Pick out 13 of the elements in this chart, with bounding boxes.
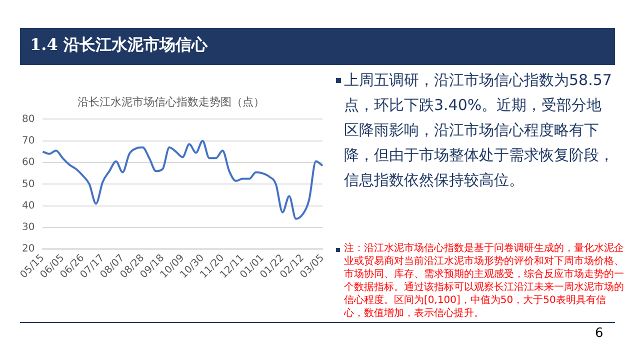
y-tick-label: 80 — [22, 114, 35, 125]
text: 6 — [595, 326, 604, 341]
y-tick-label: 20 — [22, 244, 35, 255]
y-tick-label: 50 — [22, 178, 35, 190]
y-tick-label: 30 — [22, 222, 35, 234]
text: 1.4 沿长江水泥市场信心 — [30, 35, 208, 56]
line-series — [42, 140, 324, 220]
y-tick-label: 70 — [22, 135, 35, 146]
chart-title: 沿长江水泥市场信心指数走势图（点） — [78, 95, 264, 108]
text: 注：沿江水泥市场信心指数是基于问卷调研生成的，量化水泥企业或贸易商对当前沿江水泥市场形势的评价和对下周市场价格、市场协同、库存、需求预期的主观感受，综合反应市场走势的一个数据指标。通过该指标可以观察长江沿江未来一周水泥市场的信心程度。区间为[0,100]，中值为50，大于50表明具有信心，数值增加，表示信心提升。 — [344, 242, 624, 320]
y-tick-label: 40 — [22, 200, 35, 212]
y-tick-label: 60 — [22, 157, 35, 168]
text: 上周五调研，沿江市场信心指数为58.57点，环比下跌3.40%。近期，受部分地区降雨影响，沿江市场信心程度略有下降，但由于市场整体处于需求恢复阶段，信息指数依然保持较高位。 — [344, 70, 615, 191]
